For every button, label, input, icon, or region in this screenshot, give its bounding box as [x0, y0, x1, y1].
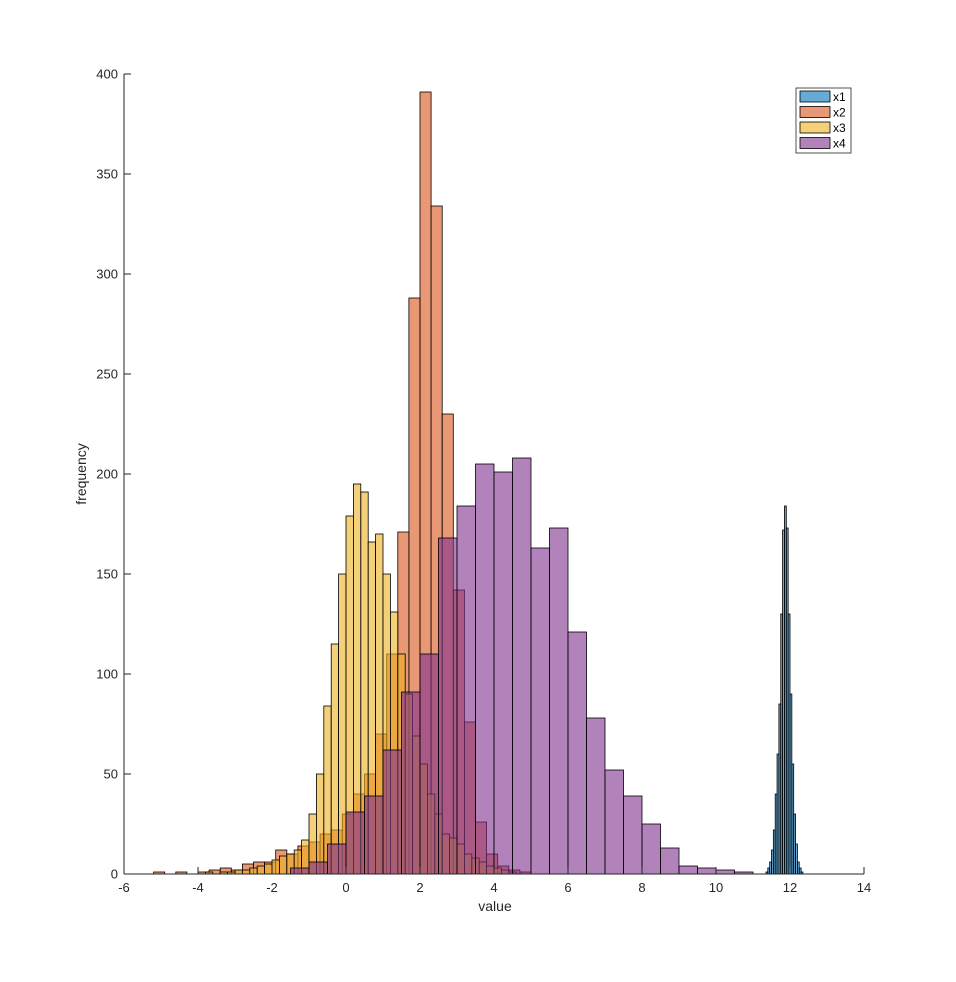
histogram-bar-x4	[364, 795, 384, 875]
legend-label-x4: x4	[833, 137, 846, 151]
histogram-bar-x4	[290, 867, 310, 875]
y-tick-label: 300	[96, 267, 118, 282]
histogram-bar-x3	[330, 643, 340, 875]
histogram-bar-x4	[604, 769, 624, 875]
histogram-bar-x4	[530, 547, 550, 875]
y-tick-label: 50	[104, 767, 118, 782]
histogram-bar-x3	[234, 869, 243, 875]
y-tick-label: 0	[111, 867, 118, 882]
x-tick-label: 10	[709, 880, 723, 895]
histogram-bar-x4	[382, 749, 402, 875]
axes: -6 -4 -2 0 2 4 6 8 10 12 14 0 50 100 150 200 250 300 350 40…	[96, 67, 871, 896]
histogram-bar-x4	[697, 867, 717, 875]
histogram-bar-x3	[241, 869, 251, 875]
legend-swatch-x4	[799, 137, 831, 149]
x-tick-label: 4	[490, 880, 497, 895]
histogram-bar-x4	[401, 691, 421, 875]
histogram-bar-x4	[512, 457, 532, 875]
y-tick-label: 150	[96, 567, 118, 582]
x-tick-label: -4	[192, 880, 204, 895]
y-tick-label: 350	[96, 167, 118, 182]
legend-label-x1: x1	[833, 90, 846, 104]
x-tick-label: 12	[783, 880, 797, 895]
histogram-bar-x3	[315, 773, 325, 875]
x-tick-label: -2	[266, 880, 278, 895]
x-tick-label: 6	[564, 880, 571, 895]
x-tick-label: -6	[118, 880, 130, 895]
legend-swatch-x2	[799, 106, 831, 118]
histogram-bar-x4	[549, 527, 569, 875]
legend-label-x2: x2	[833, 106, 846, 120]
histogram-bar-x4	[493, 471, 513, 875]
y-axis-label: frequency	[73, 443, 89, 504]
histogram-bar-x4	[623, 795, 643, 875]
histogram-bar-x4	[678, 865, 698, 875]
histogram-bar-x3	[278, 855, 288, 875]
x-tick-label: 14	[857, 880, 871, 895]
x-tick-label: 0	[342, 880, 349, 895]
histogram-bar-x4	[345, 811, 365, 875]
histogram-bar-x4	[715, 869, 735, 875]
x-tick-label: 8	[638, 880, 645, 895]
histogram-bar-x3	[256, 865, 266, 875]
histogram-bar-x4	[660, 847, 680, 875]
y-tick-label: 100	[96, 667, 118, 682]
histogram-bar-x4	[419, 653, 439, 875]
histogram-bar-x4	[308, 861, 328, 875]
histogram-bar-x4	[641, 823, 661, 875]
histogram-bar-x4	[475, 463, 495, 875]
histogram-bar-x3	[338, 573, 347, 875]
x-axis-label: value	[478, 898, 512, 914]
legend-label-x3: x3	[833, 121, 846, 135]
histogram-bar-x3	[271, 859, 280, 875]
histogram-bar-x4	[438, 537, 458, 875]
histogram-bar-x4	[456, 505, 476, 875]
histogram-bar-x3	[264, 863, 273, 875]
histogram-bar-x4	[586, 717, 606, 875]
histogram-bar-x3	[249, 867, 258, 875]
histogram-bar-x4	[327, 843, 347, 875]
histogram-bar-x4	[567, 631, 587, 875]
legend-swatch-x3	[799, 121, 831, 134]
y-tick-label: 250	[96, 367, 118, 382]
x-tick-label: 2	[416, 880, 423, 895]
legend-swatch-x1	[799, 90, 831, 103]
y-tick-label: 200	[96, 467, 118, 482]
y-tick-label: 400	[96, 67, 118, 82]
